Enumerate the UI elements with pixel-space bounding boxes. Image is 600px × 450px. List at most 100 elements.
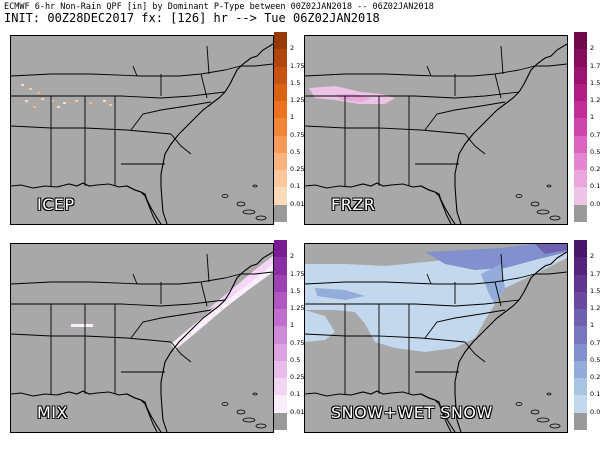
colorbar-segment (274, 274, 287, 292)
island (530, 201, 540, 207)
colorbar-tick-label: 0.5 (290, 355, 301, 364)
island (242, 209, 256, 215)
atlantic-coastline (454, 43, 567, 224)
atlantic-coastline (160, 43, 273, 224)
colorbar-tick-label: 1.5 (590, 78, 600, 87)
mix-area (207, 256, 273, 310)
colorbar-tick-label: 0.1 (290, 390, 301, 399)
colorbar-segment (274, 170, 287, 188)
colorbar-segment (274, 32, 287, 50)
colorbar-segment (574, 101, 587, 119)
panel-label-snow: SNOW+WET SNOW (331, 403, 493, 422)
colorbar-icep: 0.01 0.1 0.25 0.5 0.75 1 1.25 1.5 1.75 2 (274, 32, 304, 222)
colorbar-segment (274, 360, 287, 379)
snow-area (535, 244, 567, 254)
state-border (11, 125, 172, 135)
panel-label-icep: ICEP (37, 195, 75, 214)
colorbar-tick-label: 0.75 (590, 338, 600, 347)
colorbar-segment-below (574, 204, 587, 222)
island (536, 209, 550, 215)
icep-cell (41, 98, 44, 100)
colorbar-segment (574, 326, 587, 344)
colorbar-segment (274, 83, 287, 102)
colorbar-tick-label: 0.01 (590, 199, 600, 208)
icep-cell (37, 92, 40, 94)
colorbar-segment (274, 378, 287, 396)
state-border (11, 299, 226, 307)
colorbar-tick-label: 0.5 (590, 355, 600, 364)
colorbar-segment (574, 83, 587, 102)
state-border (518, 63, 567, 71)
colorbar-segment (274, 309, 287, 327)
colorbar-tick-label: 0.5 (590, 147, 600, 156)
map-panel-icep: ICEP (10, 35, 274, 225)
island (515, 194, 523, 198)
state-border (200, 281, 208, 307)
island (549, 423, 561, 429)
colorbar-tick-label: 1.5 (290, 286, 301, 295)
island (546, 392, 552, 396)
colorbar-segment (574, 135, 587, 153)
state-border (305, 125, 466, 135)
island (221, 402, 229, 406)
colorbar-snow: 0.01 0.1 0.25 0.5 0.75 1 1.25 1.5 1.75 2 (574, 240, 600, 430)
colorbar-tick-label: 0.75 (590, 130, 600, 139)
colorbar-tick-label: 0.01 (590, 407, 600, 416)
state-border (305, 69, 520, 77)
state-border (11, 69, 226, 77)
state-border (170, 133, 192, 155)
icep-cell (75, 100, 78, 102)
icep-cell (57, 106, 60, 108)
colorbar-segment (574, 187, 587, 205)
mix-area (71, 324, 93, 327)
panel-label-frzr: FRZR (331, 195, 376, 214)
state-border (224, 271, 273, 279)
colorbar-segment (274, 66, 287, 84)
island (252, 184, 258, 188)
colorbar-tick-label: 0.75 (290, 338, 305, 347)
icep-cell (21, 84, 24, 86)
snow-area (305, 310, 335, 342)
colorbar-segment (574, 395, 587, 413)
island (549, 215, 561, 221)
island (236, 409, 246, 415)
panel-label-mix: MIX (37, 403, 68, 422)
state-border (305, 299, 520, 307)
colorbar-segment (274, 240, 287, 258)
colorbar-tick-label: 0.5 (290, 147, 301, 156)
island (515, 402, 523, 406)
colorbar-tick-label: 2 (590, 252, 595, 261)
colorbar-segment (574, 152, 587, 171)
colorbar-tick-label: 0.1 (590, 182, 600, 191)
colorbar-segment (274, 135, 287, 153)
florida-coastline (420, 393, 452, 432)
chart-title: ECMWF 6-hr Non-Rain QPF [in] by Dominant… (4, 2, 434, 12)
colorbar-tick-label: 0.01 (290, 199, 305, 208)
state-border (424, 309, 506, 339)
gulf-coastline (305, 182, 456, 224)
map-mix (11, 251, 273, 432)
state-border (424, 101, 506, 131)
map-panel-snow: SNOW+WET SNOW (304, 243, 568, 433)
colorbar-segment (574, 118, 587, 136)
state-border (132, 273, 138, 285)
florida-coastline (126, 185, 158, 224)
florida-coastline (420, 185, 452, 224)
colorbar-segment (274, 49, 287, 67)
colorbar-tick-label: 2 (290, 252, 295, 261)
island (221, 194, 229, 198)
colorbar-segment (274, 118, 287, 136)
colorbar-tick-label: 1 (290, 321, 295, 330)
state-border (130, 101, 212, 131)
colorbar-tick-label: 1.25 (290, 96, 305, 105)
colorbar-tick-label: 1 (290, 113, 295, 122)
colorbar-tick-label: 0.01 (290, 407, 305, 416)
colorbar-tick-label: 0.25 (590, 373, 600, 382)
init-forecast-line: INIT: 00Z28DEC2017 fx: [126] hr --> Tue … (4, 11, 380, 25)
colorbar-segment (574, 170, 587, 188)
colorbar-segment (574, 309, 587, 327)
island (530, 409, 540, 415)
colorbar-segment (274, 257, 287, 275)
snow-area (315, 288, 365, 300)
colorbar-tick-label: 0.25 (290, 165, 305, 174)
